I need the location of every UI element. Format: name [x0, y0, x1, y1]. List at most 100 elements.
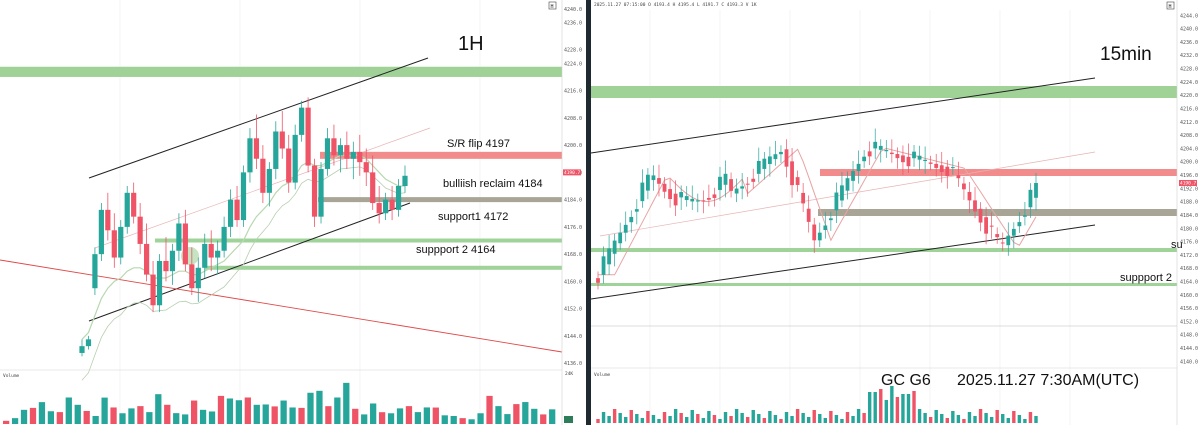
candle-body — [1023, 215, 1027, 217]
chart-15min-title: 15min — [1100, 44, 1152, 65]
volume-bar — [396, 408, 404, 424]
volume-bar — [504, 414, 511, 424]
candle-body — [740, 186, 745, 189]
chart-1h-settings-button[interactable] — [564, 416, 573, 423]
volume-bar — [795, 409, 800, 423]
candle-body — [645, 174, 650, 191]
candle-body — [840, 185, 844, 201]
candle-body — [712, 194, 717, 198]
candle-body — [79, 346, 85, 353]
candle-body — [163, 260, 169, 272]
volume-bar — [155, 394, 162, 424]
volume-bar — [673, 409, 678, 423]
volume-bar — [734, 409, 739, 423]
price-tick: 4164.0 — [1180, 279, 1198, 285]
channel-upper-line — [88, 57, 429, 179]
candle-body — [845, 178, 850, 191]
price-tick: 4212.0 — [1180, 120, 1198, 126]
chart-1h-corner-button[interactable] — [548, 1, 557, 10]
volume-bar — [829, 411, 833, 423]
candle-body — [601, 256, 606, 275]
volume-bar — [729, 416, 733, 423]
volume-bar — [343, 382, 350, 424]
chart-1h-volume-scale: 24K — [565, 371, 573, 377]
chart-1h-price-axis: 4240.0 4236.0 4228.0 4224.0 4216.0 4208.0 4200… — [563, 7, 582, 367]
candle-body — [331, 138, 337, 156]
chart-15min-corner-button[interactable] — [1166, 1, 1175, 10]
volume-bar — [405, 406, 413, 424]
volume-bar — [441, 415, 448, 424]
candle-body — [962, 183, 966, 190]
price-tick: 4168.0 — [1180, 266, 1198, 272]
volume-bar — [92, 416, 99, 424]
candle-body — [945, 166, 950, 177]
volume-bar — [432, 407, 439, 424]
level-band-support — [205, 265, 562, 270]
volume-bar — [244, 397, 251, 424]
candle-body — [662, 183, 667, 192]
candle-body — [629, 216, 634, 223]
volume-bar — [707, 411, 711, 423]
candle-body — [812, 224, 817, 241]
volume-bar — [762, 418, 767, 423]
volume-bar — [29, 407, 37, 424]
volume-bar — [740, 413, 744, 423]
candle-body — [640, 182, 645, 202]
volume-bar — [137, 406, 144, 424]
volume-bar — [378, 412, 386, 424]
candle-body — [978, 208, 983, 223]
volume-bar — [945, 418, 949, 423]
volume-bar — [773, 415, 778, 423]
volume-bar — [917, 409, 922, 423]
chart-15min-moving-average — [598, 147, 1037, 276]
candle-body — [402, 175, 408, 186]
volume-bar — [635, 414, 639, 423]
volume-bar — [190, 400, 198, 424]
candle-body — [337, 145, 343, 156]
candle-body — [889, 152, 894, 155]
footer-symbol: GC G6 — [881, 372, 931, 389]
candle-body — [618, 232, 623, 244]
candle-body — [751, 178, 756, 182]
volume-bar — [334, 397, 341, 424]
volume-bar — [685, 417, 689, 423]
candle-body — [612, 240, 617, 254]
candle-body — [286, 148, 292, 183]
volume-bar — [298, 407, 305, 424]
chart-15min-candles — [596, 128, 1038, 290]
volume-bar — [906, 394, 911, 423]
volume-bar — [873, 392, 877, 423]
candle-body — [596, 278, 600, 283]
chart-1h-levels — [155, 151, 562, 270]
volume-bar — [217, 395, 225, 424]
volume-bar — [531, 408, 538, 424]
candle-body — [305, 107, 311, 166]
candle-body — [253, 138, 260, 159]
candle-body — [684, 196, 689, 201]
volume-bar — [65, 397, 72, 424]
volume-bar — [56, 412, 63, 424]
volume-bar — [973, 416, 977, 423]
channel-upper-line — [590, 77, 1096, 154]
volume-bar — [901, 394, 905, 423]
volume-bar — [823, 418, 828, 423]
candle-body — [867, 151, 872, 157]
price-tick: 4208.0 — [564, 116, 582, 122]
level-label: S/R flip 4197 — [447, 138, 510, 150]
candle-body — [311, 165, 318, 217]
volume-bar — [101, 397, 108, 424]
candle-body — [634, 209, 639, 212]
volume-bar — [74, 404, 81, 424]
candle-body — [144, 243, 150, 275]
last-price-badge — [563, 169, 581, 176]
candle-body — [823, 225, 828, 230]
candle-body — [169, 250, 176, 272]
candle-body — [208, 243, 214, 258]
volume-bar — [128, 408, 135, 424]
volume-bar — [818, 414, 822, 423]
volume-bar — [701, 418, 706, 423]
volume-bar — [629, 410, 633, 423]
volume-bar — [801, 413, 805, 423]
volume-bar — [11, 418, 19, 424]
volume-bar — [668, 416, 672, 423]
